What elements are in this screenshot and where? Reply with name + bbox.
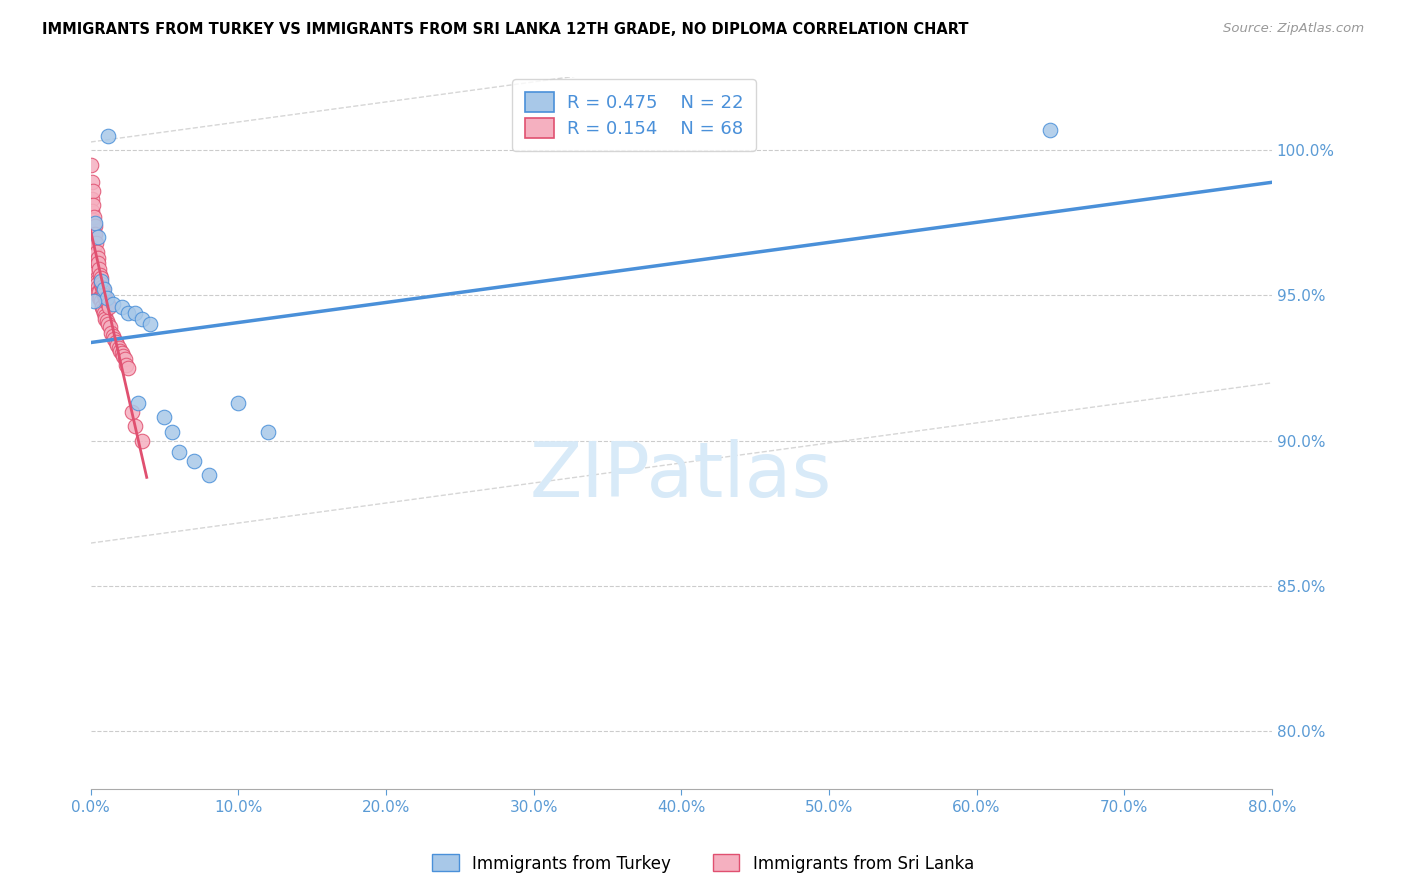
Point — [93, 309, 115, 323]
Point — [84, 259, 107, 273]
Point — [111, 346, 134, 360]
Point — [98, 320, 121, 334]
Point — [167, 445, 190, 459]
Point — [112, 349, 135, 363]
Legend: Immigrants from Turkey, Immigrants from Sri Lanka: Immigrants from Turkey, Immigrants from … — [426, 847, 980, 880]
Point — [131, 434, 153, 448]
Point — [93, 283, 115, 297]
Point — [93, 285, 115, 300]
Point — [87, 285, 110, 300]
Point — [131, 311, 153, 326]
Point — [115, 358, 138, 372]
Point — [80, 175, 103, 189]
Point — [87, 285, 110, 300]
Point — [83, 247, 105, 261]
Point — [86, 251, 108, 265]
Point — [94, 291, 117, 305]
Point — [86, 274, 108, 288]
Point — [138, 318, 160, 332]
Text: IMMIGRANTS FROM TURKEY VS IMMIGRANTS FROM SRI LANKA 12TH GRADE, NO DIPLOMA CORRE: IMMIGRANTS FROM TURKEY VS IMMIGRANTS FRO… — [42, 22, 969, 37]
Point — [101, 329, 124, 343]
Point — [83, 210, 105, 224]
Text: Source: ZipAtlas.com: Source: ZipAtlas.com — [1223, 22, 1364, 36]
Point — [87, 256, 110, 270]
Point — [111, 300, 134, 314]
Point — [97, 318, 120, 332]
Point — [108, 343, 131, 358]
Point — [84, 227, 107, 242]
Point — [83, 294, 105, 309]
Point — [84, 235, 107, 250]
Point — [86, 277, 108, 291]
Point — [84, 262, 107, 277]
Point — [86, 271, 108, 285]
Point — [82, 212, 104, 227]
Point — [100, 326, 122, 340]
Point — [83, 242, 105, 256]
Point — [89, 291, 111, 305]
Point — [117, 360, 139, 375]
Point — [124, 306, 146, 320]
Point — [97, 297, 120, 311]
Point — [91, 279, 114, 293]
Point — [91, 283, 114, 297]
Point — [96, 314, 118, 328]
Point — [91, 300, 114, 314]
Point — [83, 233, 105, 247]
Point — [87, 262, 110, 277]
Point — [183, 454, 205, 468]
Point — [80, 158, 103, 172]
Point — [86, 244, 108, 259]
Point — [94, 294, 117, 309]
Point — [87, 230, 110, 244]
Point — [103, 332, 125, 346]
Point — [86, 279, 108, 293]
Point — [90, 294, 112, 309]
Point — [93, 288, 115, 302]
Point — [93, 306, 115, 320]
Point — [121, 404, 143, 418]
Point — [160, 425, 183, 439]
Point — [101, 297, 124, 311]
Point — [80, 193, 103, 207]
Point — [153, 410, 176, 425]
Point — [98, 300, 121, 314]
Point — [90, 277, 112, 291]
Point — [82, 198, 104, 212]
Point — [83, 219, 105, 233]
Point — [89, 271, 111, 285]
Point — [84, 253, 107, 268]
Point — [96, 291, 118, 305]
Point — [89, 268, 111, 282]
Point — [90, 300, 112, 314]
Point — [105, 337, 128, 351]
Point — [91, 302, 114, 317]
Point — [114, 352, 136, 367]
Point — [84, 216, 107, 230]
Point — [94, 311, 117, 326]
Point — [117, 306, 139, 320]
Point — [1039, 122, 1062, 136]
Text: ZIPatlas: ZIPatlas — [530, 439, 832, 513]
Legend: R = 0.475    N = 22, R = 0.154    N = 68: R = 0.475 N = 22, R = 0.154 N = 68 — [512, 79, 755, 151]
Point — [84, 265, 107, 279]
Point — [97, 128, 120, 143]
Point — [82, 204, 104, 219]
Point — [104, 334, 127, 349]
Point — [90, 274, 112, 288]
Point — [256, 425, 278, 439]
Point — [226, 396, 249, 410]
Point — [82, 221, 104, 235]
Point — [197, 468, 219, 483]
Point — [107, 341, 129, 355]
Point — [83, 227, 105, 242]
Point — [89, 291, 111, 305]
Point — [127, 396, 149, 410]
Point — [82, 184, 104, 198]
Point — [124, 419, 146, 434]
